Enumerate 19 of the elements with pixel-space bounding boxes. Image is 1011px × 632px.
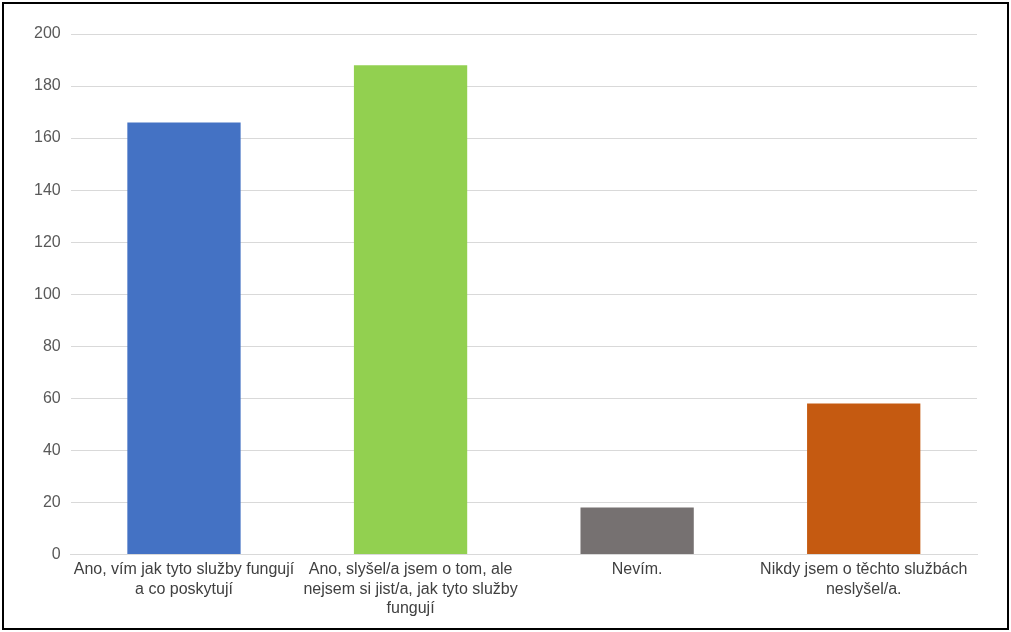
x-tick-label: Nevím. bbox=[611, 560, 663, 578]
y-tick-label: 20 bbox=[42, 492, 61, 510]
bar bbox=[127, 122, 241, 554]
y-tick-label: 100 bbox=[33, 284, 61, 302]
bar bbox=[580, 507, 694, 554]
y-tick-label: 180 bbox=[33, 76, 61, 94]
y-tick-label: 60 bbox=[42, 388, 61, 406]
y-tick-label: 120 bbox=[33, 232, 61, 250]
x-tick-label: Nikdy jsem o těchto službách neslyšel/a. bbox=[760, 560, 968, 597]
y-tick-label: 0 bbox=[51, 544, 61, 562]
y-tick-label: 140 bbox=[33, 180, 61, 198]
bar bbox=[807, 403, 921, 554]
y-tick-label: 80 bbox=[42, 336, 61, 354]
x-tick-label: Ano, slyšel/a jsem o tom, ale nejsem si jist/a, jak tyto služby fungují bbox=[303, 560, 518, 616]
y-tick-label: 200 bbox=[33, 24, 61, 42]
y-tick-label: 40 bbox=[42, 440, 61, 458]
y-tick-label: 160 bbox=[33, 128, 61, 146]
x-tick-label: Ano, vím jak tyto služby fungují a co poskytují bbox=[73, 560, 295, 597]
bar bbox=[353, 65, 468, 554]
